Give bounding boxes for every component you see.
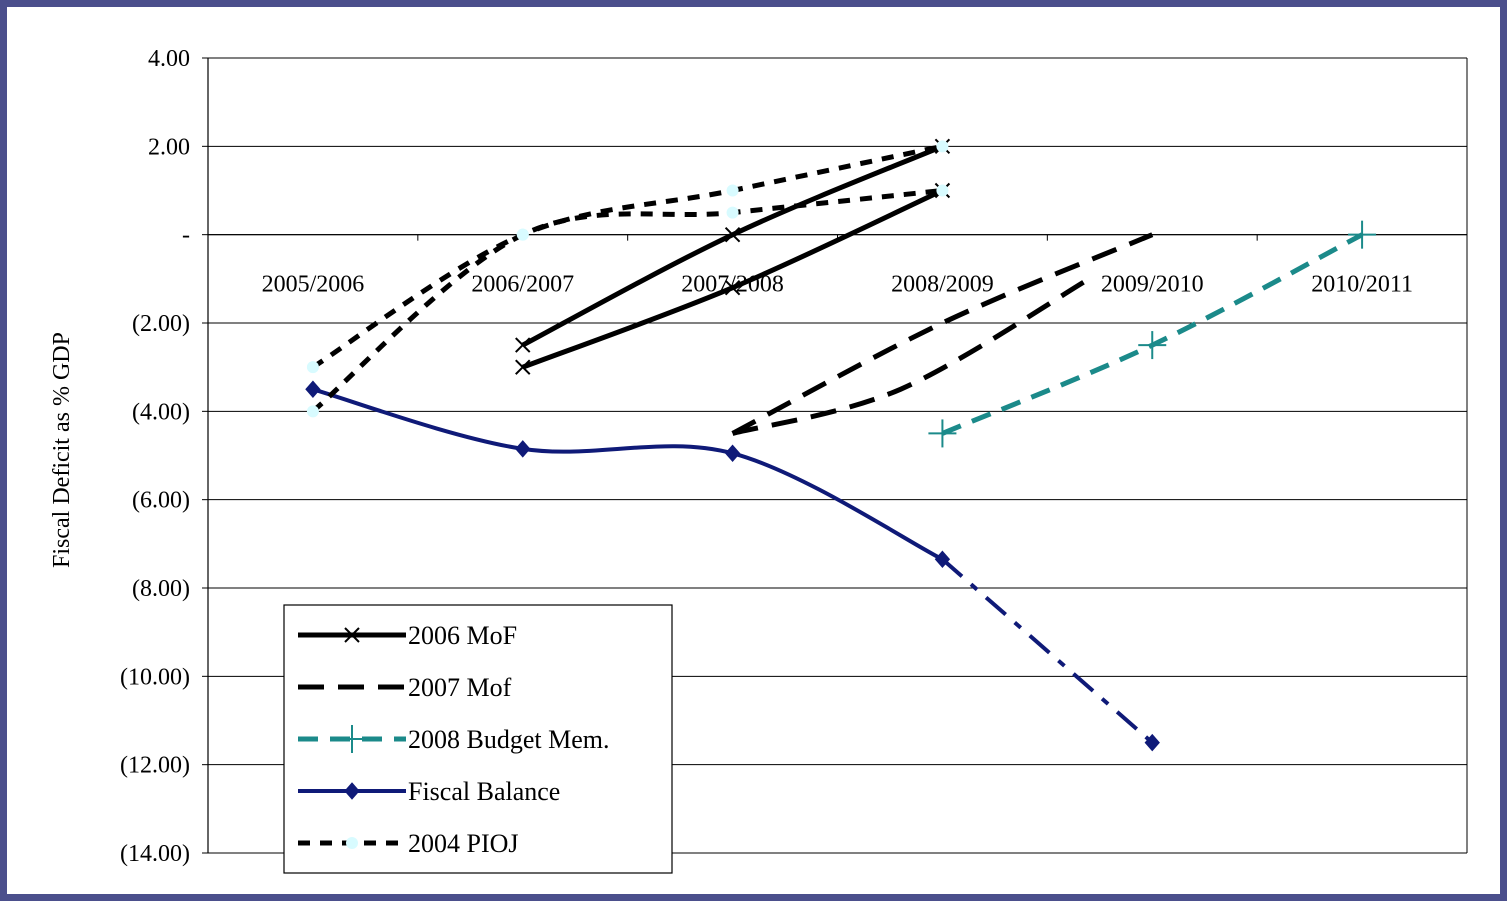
data-point xyxy=(515,440,531,458)
series-line xyxy=(311,188,943,414)
series-lines xyxy=(305,138,1377,752)
data-point xyxy=(1348,220,1377,249)
legend-marker xyxy=(346,837,358,849)
series-line xyxy=(731,232,1154,436)
legend-label: Fiscal Balance xyxy=(408,777,560,806)
y-tick-label: (10.00) xyxy=(120,664,190,690)
series-line xyxy=(941,557,1154,745)
data-point xyxy=(928,419,957,448)
data-point xyxy=(724,444,741,463)
x-category-label: 2009/2010 xyxy=(1101,272,1204,298)
y-tick-label: (14.00) xyxy=(120,841,190,867)
data-point xyxy=(726,206,739,219)
data-point xyxy=(305,380,321,399)
data-point xyxy=(1138,331,1167,360)
y-tick-label: (6.00) xyxy=(132,488,190,514)
series-2006-mof xyxy=(515,138,951,375)
data-point xyxy=(724,226,741,243)
legend-marker xyxy=(344,782,360,800)
data-point xyxy=(515,337,531,353)
slide: 4.00 2.00 - (2.00) (4.00) (6.00) (8.00) (10.00)… xyxy=(7,7,1500,894)
y-tick-label: (2.00) xyxy=(132,311,190,337)
series-line xyxy=(521,143,944,348)
legend-marker xyxy=(344,627,360,643)
legend-label: 2006 MoF xyxy=(408,621,517,650)
data-point xyxy=(724,279,741,296)
y-tick-labels: 4.00 2.00 - (2.00) (4.00) (6.00) (8.00) (10.00)… xyxy=(120,46,190,867)
x-category-label: 2008/2009 xyxy=(891,272,994,298)
x-category-label: 2010/2011 xyxy=(1311,272,1413,298)
y-tick-label: 2.00 xyxy=(148,134,190,160)
y-tick-label: (4.00) xyxy=(132,399,190,425)
series-2007-mof xyxy=(731,232,1154,436)
series-2004-pioj xyxy=(306,140,949,418)
data-point xyxy=(306,405,319,418)
data-point xyxy=(936,184,949,197)
legend: 2006 MoF 2007 Mof 2008 Budget Mem. Fiscal B… xyxy=(283,604,673,874)
series-line xyxy=(311,143,943,370)
axes xyxy=(202,57,1468,854)
data-point xyxy=(515,359,531,375)
series-fiscal-balance xyxy=(305,380,1160,752)
legend-label: 2004 PIOJ xyxy=(408,829,519,858)
legend-label: 2007 Mof xyxy=(408,673,512,702)
data-point xyxy=(306,361,319,374)
y-axis-title: Fiscal Deficit as % GDP xyxy=(49,332,75,568)
x-category-label: 2007/2008 xyxy=(681,272,784,298)
data-point xyxy=(726,184,739,197)
data-point xyxy=(936,140,949,153)
x-category-label: 2006/2007 xyxy=(471,272,574,298)
data-point xyxy=(516,228,529,241)
legend-label: 2008 Budget Mem. xyxy=(408,725,610,754)
y-tick-label: 4.00 xyxy=(148,46,190,72)
y-tick-label: (12.00) xyxy=(120,753,190,779)
x-category-label: 2005/2006 xyxy=(262,272,365,298)
x-category-labels: 2005/2006 2006/2007 2007/2008 2008/2009 2009… xyxy=(262,272,1413,298)
series-line xyxy=(731,276,1091,436)
line-chart: 4.00 2.00 - (2.00) (4.00) (6.00) (8.00) (10.00)… xyxy=(49,46,1468,874)
legend-marker xyxy=(338,725,366,753)
y-tick-label: (8.00) xyxy=(132,576,190,602)
data-point xyxy=(1144,733,1160,752)
y-tick-label: - xyxy=(182,223,190,249)
series-line xyxy=(312,387,944,562)
series-2008-budget-mem xyxy=(928,220,1377,448)
